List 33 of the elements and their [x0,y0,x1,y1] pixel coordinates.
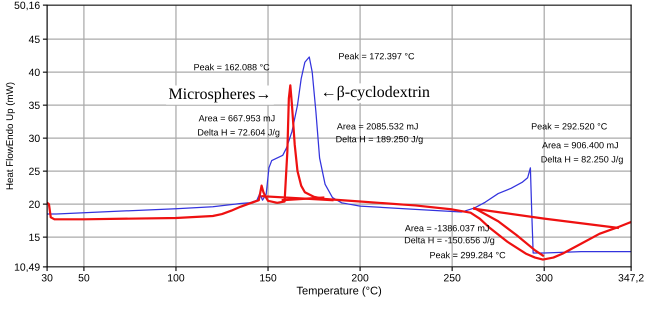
x-tick-label: 200 [352,274,368,282]
y-tick-label: 10,49 [14,263,40,272]
annotation: Microspheres→ [168,88,268,102]
x-tick-label: 100 [168,274,184,282]
annotation: Area = 667.953 mJ [198,115,274,122]
x-tick-label: 50 [78,274,90,282]
x-tick-label: 300 [536,274,552,282]
annotation: Area = -1386.037 mJ [404,224,489,232]
y-tick-label: 35 [28,102,40,110]
annotation: ←β-cyclodextrin [324,86,430,100]
y-tick-label: 30 [28,134,40,142]
y-tick-label: 20 [29,200,40,208]
x-tick-label: 347,2 [618,274,644,283]
annotation: Delta H = 189.250 J/g [336,136,423,144]
annotation: Area = 906.400 mJ [542,142,618,148]
annotation: Peak = 162.088 °C [194,64,270,70]
y-axis-title: Heat FlowEndo Up (mW) [6,82,15,190]
y-tick-label: 40 [28,68,40,76]
y-tick-label: 15 [29,234,40,241]
annotation: Delta H = 82.250 J/g [542,156,623,164]
x-tick-label: 30 [42,274,52,282]
annotation: Delta H = 72.604 J/g [198,128,280,138]
y-tick-label: 25 [29,168,40,176]
annotation: Peak = 172.397 °C [339,52,414,60]
x-axis-title: Temperature (°C) [296,286,382,297]
annotation: Area = 2085.532 mJ [336,123,418,130]
annotation: Delta H = -150.656 J/g [404,236,494,246]
y-tick-label: 50,16 [14,2,40,10]
annotation: Peak = 299.284 °C [430,252,506,258]
annotation: Peak = 292.520 °C [532,122,607,130]
y-tick-label: 45 [28,36,40,44]
x-tick-label: 150 [260,274,276,282]
x-tick-label: 250 [444,274,460,282]
